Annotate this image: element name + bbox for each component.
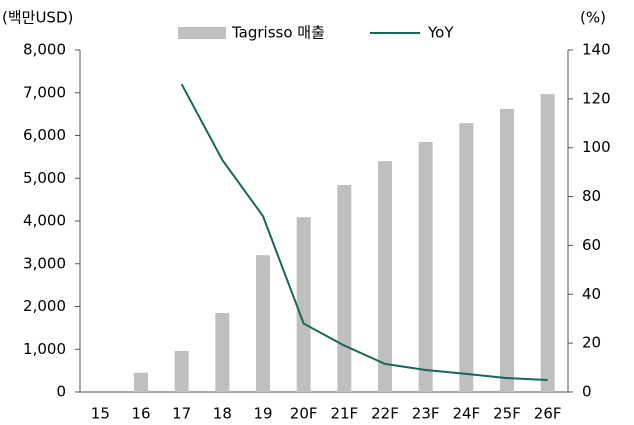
x-tick-label: 16	[131, 405, 150, 423]
x-tick-label: 17	[172, 405, 191, 423]
bar	[215, 312, 230, 392]
y-axis-unit: (백만USD)	[2, 9, 73, 27]
y2-tick-label: 0	[582, 383, 592, 401]
bar	[378, 161, 392, 392]
y2-tick-label: 60	[582, 236, 601, 254]
x-tick-label: 26F	[534, 405, 562, 423]
y2-tick-label: 40	[582, 285, 601, 303]
y-tick-label: 1,000	[23, 340, 66, 358]
x-tick-label: 19	[253, 405, 272, 423]
x-tick-label: 21F	[330, 405, 358, 423]
y2-axis-unit: (%)	[580, 9, 606, 27]
x-tick-label: 23F	[412, 405, 440, 423]
bar	[418, 141, 433, 392]
bar	[174, 350, 189, 392]
x-tick-label: 18	[213, 405, 232, 423]
x-tick-label: 25F	[493, 405, 521, 423]
y2-tick-label: 20	[582, 334, 601, 352]
x-tick-label: 20F	[290, 405, 318, 423]
y-tick-label: 0	[56, 383, 66, 401]
y-tick-label: 7,000	[23, 83, 66, 101]
x-tick-label: 24F	[452, 405, 480, 423]
y2-tick-label: 140	[582, 41, 611, 59]
y2-tick-label: 100	[582, 138, 611, 156]
y-tick-label: 2,000	[23, 297, 66, 315]
y-tick-label: 3,000	[23, 254, 66, 272]
x-tick-label: 22F	[371, 405, 399, 423]
y2-tick-label: 120	[582, 89, 611, 107]
legend-swatch	[178, 27, 226, 39]
y2-tick-label: 80	[582, 187, 601, 205]
legend-label: YoY	[427, 24, 454, 42]
bar	[337, 185, 352, 392]
bar	[296, 217, 311, 392]
bar	[459, 123, 474, 392]
y-tick-label: 8,000	[23, 41, 66, 59]
y-tick-label: 4,000	[23, 212, 66, 230]
bar	[500, 108, 514, 393]
legend-label: Tagrisso 매출	[231, 24, 325, 42]
y-tick-label: 5,000	[23, 169, 66, 187]
line	[180, 83, 548, 382]
bar	[540, 94, 555, 392]
y-tick-label: 6,000	[23, 126, 66, 144]
bar	[256, 255, 270, 392]
x-tick-label: 15	[91, 405, 110, 423]
bar	[134, 372, 148, 392]
